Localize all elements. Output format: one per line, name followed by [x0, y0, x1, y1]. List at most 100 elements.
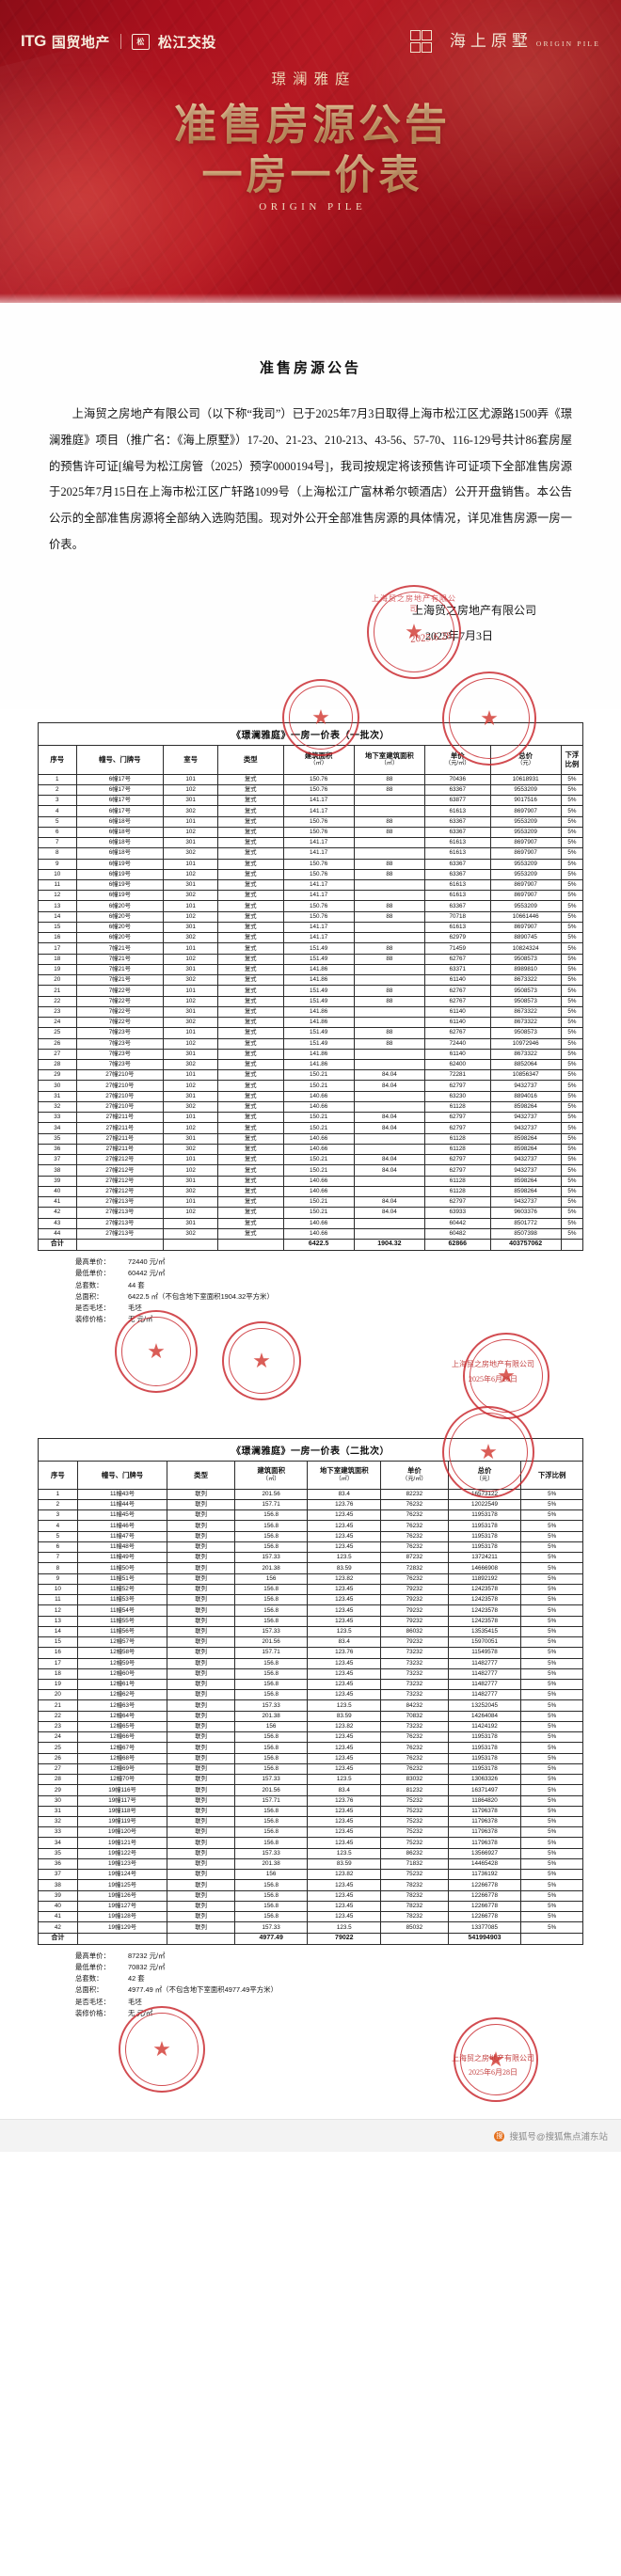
cell-2: 301: [163, 921, 219, 934]
cell-5: 84.04: [353, 1196, 426, 1209]
cell-1: 11幢56号: [76, 1625, 168, 1638]
cell-2: 101: [163, 985, 219, 997]
cell-4: 123.76: [307, 1794, 382, 1807]
cell-7: 8598264: [489, 1100, 562, 1114]
table-row: 39 27幢212号 301 复式 140.66 61128 8598264 5%: [38, 1175, 584, 1187]
table-row: 25 7幢23号 101 复式 151.49 88 62767 9508573 5%: [38, 1027, 584, 1039]
cell-7: 5%: [520, 1762, 583, 1776]
cell-2: 302: [163, 974, 219, 987]
cell-1: 19幢125号: [76, 1879, 168, 1891]
cell-5: 88: [353, 868, 426, 881]
cell-5: 73232: [380, 1657, 449, 1669]
project-name-subtitle: 璟澜雅庭: [271, 71, 357, 87]
cell-1: 19幢120号: [76, 1826, 168, 1839]
cell-0: 34: [38, 1837, 78, 1849]
cell-0: 9: [38, 1572, 78, 1585]
cell-0: 15: [38, 921, 77, 934]
cell-0: 28: [38, 1058, 77, 1071]
cell-8: 5%: [560, 1027, 584, 1039]
cell-0: 10: [38, 1583, 78, 1596]
cell-4: 123.45: [307, 1689, 382, 1701]
cell-2: 联列: [167, 1900, 235, 1913]
itg-logo-mark: ITG: [21, 32, 46, 50]
cell-6: 62767: [424, 985, 491, 997]
cell-4: 83.4: [307, 1488, 382, 1500]
table-total-row: 合计 4977.49 79022 541994903: [38, 1932, 583, 1945]
cell-6: 11482777: [447, 1678, 522, 1691]
cell-1: 6幢20号: [75, 921, 165, 934]
cell-3: 156.8: [233, 1583, 309, 1596]
cell-2: 联列: [167, 1826, 235, 1839]
cell-7: 5%: [520, 1583, 583, 1596]
cell-2: 联列: [167, 1857, 235, 1871]
cell-3: 201.38: [233, 1710, 309, 1722]
cell-7: 9432737: [489, 1080, 562, 1092]
cell-6: 61140: [424, 1048, 491, 1060]
cell-5: 70832: [380, 1710, 449, 1722]
cell-1: 19幢129号: [76, 1921, 168, 1934]
cell-4: 123.45: [307, 1604, 382, 1617]
cell-0: 40: [38, 1900, 78, 1913]
cell-1: 27幢213号: [75, 1227, 165, 1240]
cell-3: 156.8: [233, 1520, 309, 1532]
cell-3: 157.33: [233, 1921, 309, 1934]
table-row: 23 7幢22号 301 复式 141.86 61140 8673322 5%: [38, 1005, 584, 1019]
cell-5: 88: [353, 826, 426, 839]
cell-0: 12: [38, 890, 77, 902]
table-row: 1 6幢17号 101 复式 150.76 88 70436 10618931 5%: [38, 773, 584, 785]
cell-6: 11892192: [447, 1572, 522, 1585]
cell-1: 11幢49号: [76, 1552, 168, 1564]
cell-3: 156.8: [233, 1816, 309, 1828]
cell-1: 27幢212号: [75, 1185, 165, 1198]
cell-2: 102: [163, 1122, 219, 1134]
cell-4: 83.59: [307, 1857, 382, 1871]
cell-0: 30: [38, 1080, 77, 1092]
table-row: 16 12幢58号 联列 157.71 123.76 73232 11549578 5%: [38, 1647, 583, 1659]
cell-2: 101: [163, 858, 219, 870]
cell-7: 8507398: [489, 1227, 562, 1240]
col-header-6: 总价 （元）: [447, 1461, 522, 1490]
cell-6: 62979: [424, 932, 491, 944]
cell-2: 联列: [167, 1731, 235, 1744]
cell-4: 123.82: [307, 1720, 382, 1733]
cell-4: 123.5: [307, 1625, 382, 1638]
note-key-3: 总面积：: [75, 1985, 104, 1995]
cell-5: 88: [353, 985, 426, 997]
cell-1: 6幢17号: [75, 783, 165, 797]
cell-2: 101: [163, 1154, 219, 1166]
cell-5: 82232: [380, 1488, 449, 1500]
table-row: 26 12幢68号 联列 156.8 123.45 76232 11953178 5%: [38, 1752, 583, 1764]
signature-block: 上海贸之房地产有限公司 2025年7月3日 上海贸之房地产有限公司 ★ 2025…: [49, 584, 572, 694]
cell-2: 301: [163, 1132, 219, 1145]
cell-5: [353, 1048, 426, 1060]
cell-4: 150.76: [282, 815, 355, 828]
col-header-4: 建筑面积 （㎡）: [282, 744, 355, 775]
cell-5: 71832: [380, 1857, 449, 1871]
table-row: 39 19幢126号 联列 156.8 123.45 78232 12266778 5%: [38, 1889, 583, 1902]
cell-6: 62767: [424, 1027, 491, 1039]
cell-7: 9432737: [489, 1196, 562, 1209]
cell-6: 13377085: [447, 1921, 522, 1934]
cell-1: 19幢119号: [76, 1816, 168, 1828]
total-cell-2: [163, 1238, 219, 1252]
table-row: 20 7幢21号 302 复式 141.86 61140 8673322 5%: [38, 974, 584, 987]
cell-5: 73232: [380, 1667, 449, 1680]
seal-star-icon: ★: [152, 2037, 171, 2062]
table-row: 4 11幢46号 联列 156.8 123.45 76232 11953178 5%: [38, 1520, 583, 1532]
cell-7: 8697907: [489, 847, 562, 860]
cell-6: 61140: [424, 1017, 491, 1029]
cell-1: 7幢23号: [75, 1058, 165, 1071]
cell-5: 79232: [380, 1594, 449, 1606]
cell-5: 88: [353, 910, 426, 923]
cell-6: 62400: [424, 1058, 491, 1071]
cell-7: 9432737: [489, 1112, 562, 1124]
seal-inner-ring: [229, 1328, 295, 1395]
note-value-2: 42 套: [128, 1974, 145, 1983]
note-value-3: 6422.5 ㎡（不包含地下室面积1904.32平方米）: [128, 1291, 274, 1301]
cell-7: 9508573: [489, 995, 562, 1007]
table-row: 33 27幢211号 101 复式 150.21 84.04 62797 9432737 5%: [38, 1112, 584, 1124]
table-row: 12 11幢54号 联列 156.8 123.45 79232 12423578 5%: [38, 1604, 583, 1617]
cell-4: 123.45: [307, 1889, 382, 1902]
cell-0: 13: [38, 900, 77, 912]
cell-4: 83.59: [307, 1562, 382, 1574]
